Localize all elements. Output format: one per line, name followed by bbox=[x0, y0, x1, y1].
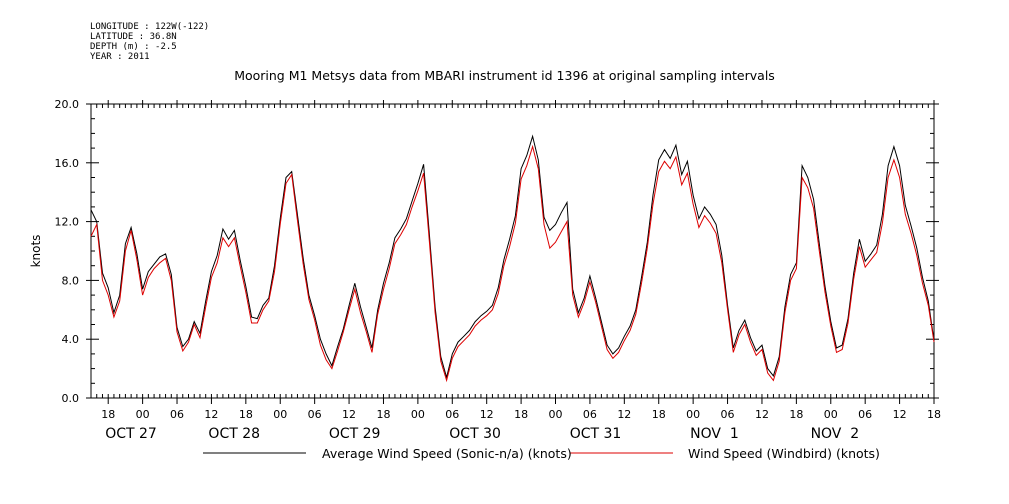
x-tick-label: 12 bbox=[755, 408, 769, 421]
plot-frame bbox=[90, 103, 935, 399]
y-tick-label: 0.0 bbox=[62, 392, 80, 405]
y-tick-label: 12.0 bbox=[55, 216, 80, 229]
x-tick-label: 18 bbox=[376, 408, 390, 421]
y-tick-label: 8.0 bbox=[62, 274, 80, 287]
x-tick-label: 00 bbox=[686, 408, 700, 421]
x-tick-label: 12 bbox=[893, 408, 907, 421]
depth-label: DEPTH (m) : -2.5 bbox=[90, 42, 177, 52]
y-axis-label: knots bbox=[29, 235, 43, 268]
x-tick-label: 12 bbox=[342, 408, 356, 421]
x-tick-label: 18 bbox=[101, 408, 115, 421]
series-line-1 bbox=[90, 144, 935, 383]
legend-label-sonic: Average Wind Speed (Sonic-n/a) (knots) bbox=[322, 446, 572, 461]
day-label: OCT 28 bbox=[208, 426, 260, 442]
series-line-0 bbox=[90, 134, 935, 380]
x-tick-label: 06 bbox=[583, 408, 597, 421]
x-tick-label: 06 bbox=[721, 408, 735, 421]
x-tick-label: 00 bbox=[136, 408, 150, 421]
chart-title: Mooring M1 Metsys data from MBARI instru… bbox=[234, 68, 775, 83]
x-tick-label: 18 bbox=[652, 408, 666, 421]
day-label: NOV 1 bbox=[690, 426, 739, 442]
longitude-label: LONGITUDE : 122W(-122) bbox=[90, 22, 210, 32]
x-tick-label: 06 bbox=[170, 408, 184, 421]
x-tick-label: 18 bbox=[927, 408, 941, 421]
x-tick-label: 06 bbox=[858, 408, 872, 421]
day-label: OCT 30 bbox=[449, 426, 501, 442]
x-tick-label: 12 bbox=[617, 408, 631, 421]
latitude-label: LATITUDE : 36.8N bbox=[90, 32, 177, 42]
x-tick-label: 00 bbox=[549, 408, 563, 421]
x-tick-label: 00 bbox=[824, 408, 838, 421]
x-tick-label: 00 bbox=[411, 408, 425, 421]
x-tick-label: 06 bbox=[308, 408, 322, 421]
day-label: OCT 27 bbox=[105, 426, 157, 442]
x-tick-label: 06 bbox=[445, 408, 459, 421]
y-tick-label: 4.0 bbox=[62, 333, 80, 346]
y-tick-label: 20.0 bbox=[55, 98, 80, 111]
year-label: YEAR : 2011 bbox=[90, 52, 150, 62]
x-tick-label: 12 bbox=[480, 408, 494, 421]
x-tick-label: 18 bbox=[789, 408, 803, 421]
day-label: OCT 29 bbox=[329, 426, 381, 442]
metadata-block: LONGITUDE : 122W(-122) LATITUDE : 36.8N … bbox=[90, 22, 209, 62]
x-tick-label: 00 bbox=[273, 408, 287, 421]
day-label: NOV 2 bbox=[811, 426, 860, 442]
legend-label-windbird: Wind Speed (Windbird) (knots) bbox=[688, 446, 880, 461]
x-tick-label: 12 bbox=[204, 408, 218, 421]
y-tick-label: 16.0 bbox=[55, 157, 80, 170]
day-label: OCT 31 bbox=[570, 426, 622, 442]
x-tick-label: 18 bbox=[514, 408, 528, 421]
x-tick-label: 18 bbox=[239, 408, 253, 421]
